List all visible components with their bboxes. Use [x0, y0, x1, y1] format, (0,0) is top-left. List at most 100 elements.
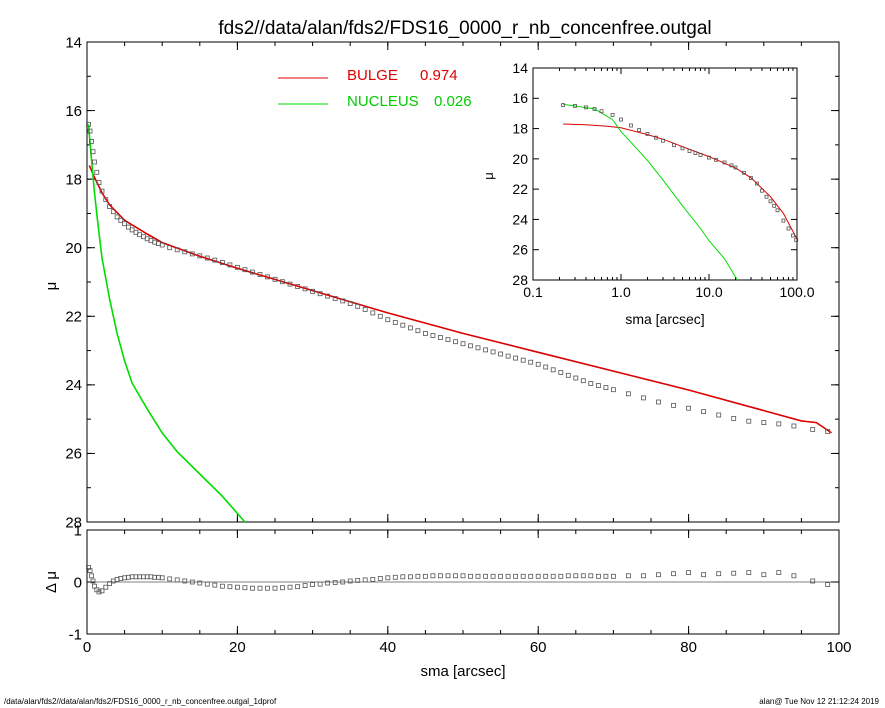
residual-data-point [490, 573, 496, 579]
main-data-point [468, 343, 473, 349]
main-data-point [87, 128, 93, 134]
main-data-point [520, 357, 526, 363]
inset-data-point [791, 233, 795, 238]
main-data-point [96, 180, 102, 186]
main-data-point [415, 328, 421, 334]
residual-data-point [453, 573, 458, 579]
residual-data-point [701, 572, 706, 578]
main-data-point [325, 293, 331, 299]
main-data-point [731, 416, 737, 421]
residual-data-point [287, 584, 293, 590]
main-data-point [118, 217, 124, 223]
inset-data-point [729, 163, 734, 168]
residual-data-point [257, 585, 263, 591]
inset-xtick-label: 100.0 [779, 284, 814, 300]
inset-x-axis-label: sma [arcsec] [625, 311, 704, 327]
residual-data-point [242, 585, 248, 591]
main-data-point [513, 355, 518, 361]
inset-data-point [742, 170, 746, 175]
inset-ytick-label: 16 [512, 90, 528, 106]
residual-data-point [272, 585, 278, 591]
main-ticks: 14 16 18 20 22 24 26 28 [65, 34, 840, 531]
residual-data-point [204, 581, 210, 587]
main-data-point [355, 303, 361, 309]
main-data-point [227, 262, 233, 268]
inset-data-point [619, 117, 623, 122]
residual-data-point [761, 572, 767, 578]
residual-data-point [96, 589, 102, 595]
main-data-point [498, 351, 504, 357]
main-data-point [110, 209, 116, 215]
main-data-point [400, 322, 406, 328]
main-data-point [558, 370, 564, 375]
main-data-point [791, 423, 797, 429]
residual-data-point [445, 573, 451, 579]
inset-xtick-label: 1.0 [611, 284, 631, 300]
main-data-point [272, 276, 278, 282]
residual-data-point [159, 575, 165, 581]
footer-file-path: /data/alan/fds2//data/alan/fds2/FDS16_00… [4, 697, 277, 706]
main-data-point [528, 359, 534, 365]
inset-data-point [786, 226, 791, 231]
residual-data-point [90, 578, 96, 584]
residual-data-point [189, 579, 195, 585]
inset-nucleus-line [563, 103, 738, 281]
main-data-point [219, 260, 225, 265]
main-data-point [825, 429, 831, 434]
residual-x-axis-label: sma [arcsec] [420, 663, 505, 680]
main-data-point [99, 188, 105, 194]
main-data-point [596, 383, 601, 388]
main-data-point [280, 279, 285, 285]
main-data-point [453, 339, 458, 345]
residual-data-point [310, 582, 316, 587]
main-data-point [716, 412, 722, 418]
residual-data-point [468, 573, 473, 579]
residual-data-point [437, 573, 443, 579]
residual-xtick-label: 80 [680, 639, 697, 656]
residual-data-point [107, 581, 112, 586]
main-data-point [174, 247, 180, 253]
residual-data-point [407, 574, 413, 580]
inset-plot-frame [532, 67, 798, 281]
residual-data-point [791, 573, 797, 579]
inset-data-point [693, 151, 698, 156]
main-data-point [392, 320, 398, 325]
main-data-point [197, 253, 203, 259]
residual-data-point [716, 571, 722, 577]
chart-title: fds2//data/alan/fds2/FDS16_0000_r_nb_con… [218, 18, 711, 39]
residual-data-point [611, 573, 616, 579]
residual-data-point [325, 580, 331, 586]
residual-data-point [550, 573, 556, 579]
residual-data-point [174, 577, 180, 583]
main-data-point [249, 269, 255, 275]
residual-data-point [475, 573, 481, 579]
residual-series [86, 565, 839, 595]
main-data-point [159, 242, 165, 248]
main-data-point [377, 313, 383, 319]
residual-data-point [483, 573, 489, 579]
residual-data-point [746, 570, 752, 575]
residual-data-point [596, 573, 601, 579]
residual-data-point [317, 581, 323, 587]
residual-data-point [167, 576, 173, 582]
inset-ytick-label: 22 [512, 181, 528, 197]
residual-data-point [362, 577, 368, 583]
residual-data-point [588, 573, 594, 579]
residual-data-point [558, 573, 564, 579]
residual-data-point [505, 573, 511, 579]
inset-panel: 0.1 1.0 10.0 100.0 14 16 18 20 22 24 26 28 sma [arc… [481, 60, 815, 327]
main-data-point [776, 421, 782, 427]
main-ytick-label: 14 [65, 34, 82, 51]
legend-bulge-label: BULGE [347, 67, 398, 84]
residual-ticks: 0 20 40 60 80 100-101 [69, 522, 852, 656]
inset-data-point [661, 138, 665, 143]
residual-data-point [671, 571, 676, 577]
main-data-point [810, 426, 816, 432]
residual-data-point [415, 573, 421, 579]
inset-ytick-label: 20 [512, 151, 528, 167]
residual-panel: 0 20 40 60 80 100-101 sma [arcsec] Δ μ [43, 522, 852, 680]
main-y-axis-label: μ [43, 282, 60, 291]
main-data-point [626, 391, 631, 397]
main-data-point [483, 347, 489, 353]
